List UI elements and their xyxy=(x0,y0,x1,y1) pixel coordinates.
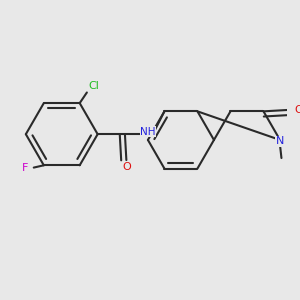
Text: N: N xyxy=(276,136,284,146)
Text: O: O xyxy=(294,105,300,115)
Text: NH: NH xyxy=(140,127,156,137)
Text: F: F xyxy=(22,163,28,173)
Text: O: O xyxy=(123,162,132,172)
Text: Cl: Cl xyxy=(88,81,99,91)
